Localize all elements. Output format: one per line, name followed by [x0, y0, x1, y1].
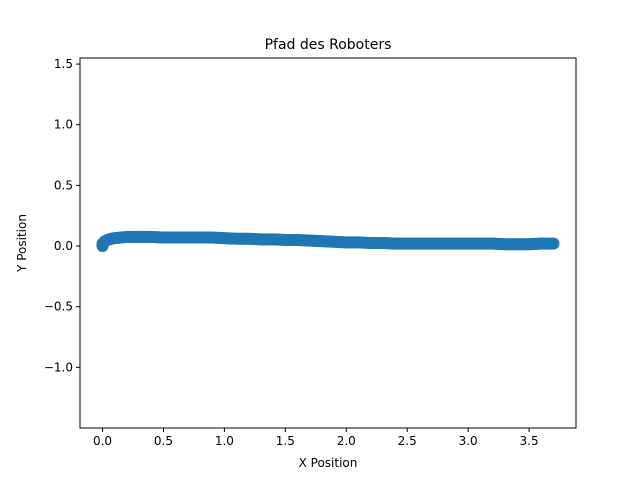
- data-points: [96, 230, 560, 253]
- x-tick-label: 0.5: [154, 434, 173, 448]
- data-point: [547, 237, 560, 250]
- x-tick-label: 3.0: [459, 434, 478, 448]
- chart-title: Pfad des Roboters: [265, 37, 392, 53]
- y-axis-label: Y Position: [15, 214, 29, 273]
- y-axis: −1.0 −0.5 0.0 0.5 1.0 1.5: [44, 57, 80, 374]
- y-tick-label: 1.5: [54, 57, 73, 71]
- x-tick-label: 2.0: [337, 434, 356, 448]
- x-tick-label: 0.0: [93, 434, 112, 448]
- x-axis: 0.0 0.5 1.0 1.5 2.0 2.5 3.0 3.5: [93, 428, 539, 448]
- y-tick-label: −1.0: [44, 360, 73, 374]
- x-axis-label: X Position: [299, 456, 358, 470]
- plot-area-frame: [79, 57, 577, 429]
- y-tick-label: 1.0: [54, 118, 73, 132]
- y-tick-label: 0.0: [54, 239, 73, 253]
- y-tick-label: 0.5: [54, 178, 73, 192]
- x-tick-label: 3.5: [520, 434, 539, 448]
- y-tick-label: −0.5: [44, 300, 73, 314]
- x-tick-label: 1.0: [215, 434, 234, 448]
- x-tick-label: 1.5: [276, 434, 295, 448]
- x-tick-label: 2.5: [398, 434, 417, 448]
